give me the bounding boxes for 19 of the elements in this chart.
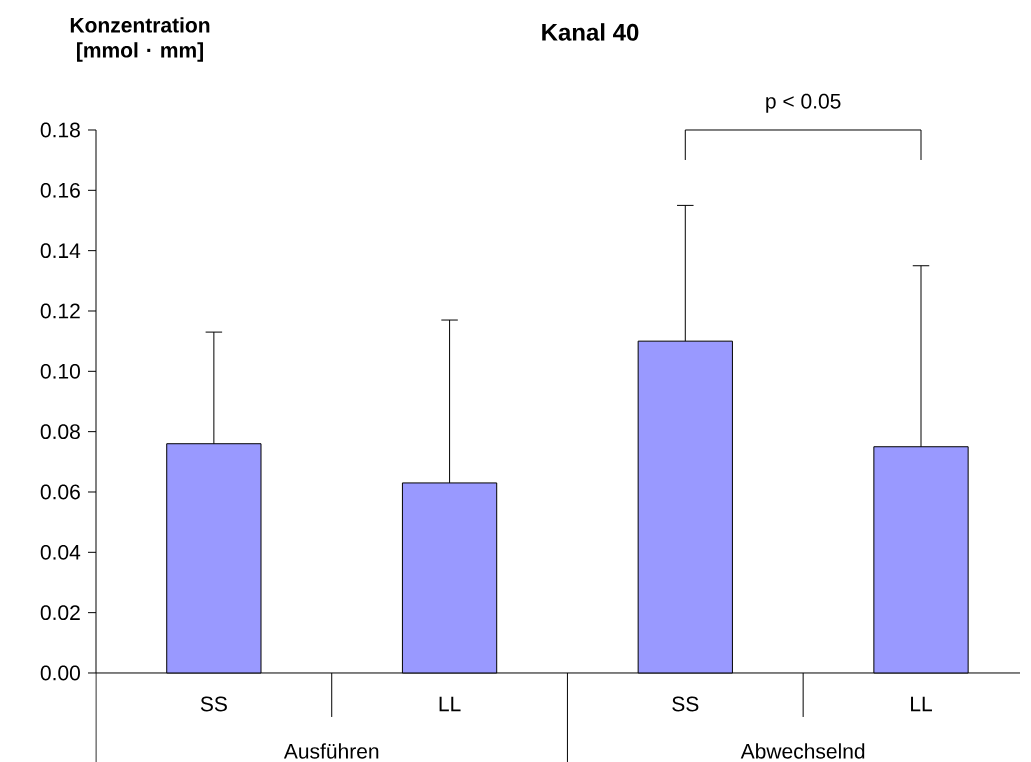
y-tick-label: 0.04 bbox=[40, 544, 81, 560]
x-tick-label: SS bbox=[200, 696, 227, 712]
y-tick-label: 0.14 bbox=[40, 243, 81, 259]
y-tick-label: 0.16 bbox=[40, 182, 80, 198]
y-tick-label: 0.10 bbox=[40, 363, 80, 379]
text: Ausführen bbox=[283, 743, 379, 759]
chart-title: Kanal 40 bbox=[542, 23, 639, 41]
y-tick-label: 0.02 bbox=[40, 605, 80, 621]
x-tick-label: LL bbox=[439, 696, 461, 712]
y-tick-label: 0.06 bbox=[40, 484, 80, 500]
y-axis-title: Konzentration [mmol · mm] bbox=[70, 17, 210, 62]
x-tick-label: SS bbox=[672, 696, 699, 712]
y-tick-label: 0.08 bbox=[40, 424, 80, 440]
y-tick-label: 0.18 bbox=[40, 122, 80, 138]
x-tick-label: LL bbox=[911, 696, 932, 712]
text: Abwechselnd bbox=[740, 743, 865, 759]
text: p < 0.05 bbox=[766, 93, 841, 113]
y-tick-label: 0.12 bbox=[40, 303, 80, 319]
y-tick-label: 0.00 bbox=[40, 665, 80, 681]
